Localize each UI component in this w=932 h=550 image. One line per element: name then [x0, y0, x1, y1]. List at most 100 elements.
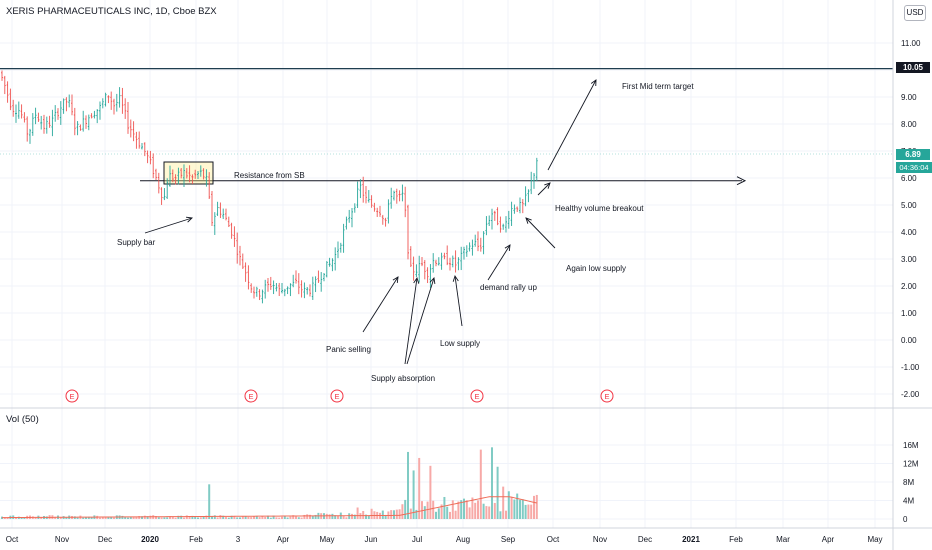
annotation-supply-bar: Supply bar: [117, 238, 156, 247]
earnings-marker-circle: [244, 389, 258, 403]
volume-bars: [1, 447, 538, 519]
earnings-marker-label: E: [248, 392, 253, 401]
volume-bar: [292, 515, 295, 519]
volume-bar: [20, 517, 23, 519]
time-tick-label: Dec: [638, 535, 652, 544]
volume-bar: [255, 516, 258, 519]
volume-bar: [275, 517, 278, 519]
volume-moving-average: [1, 496, 537, 519]
volume-bar: [185, 515, 188, 519]
last-price-tag: 6.89: [896, 149, 930, 160]
arrow-absorption-2-head: [429, 277, 436, 285]
arrow-again-low-supply-head: [525, 217, 532, 224]
volume-bar: [230, 515, 233, 519]
volume-bar: [211, 516, 213, 519]
volume-bar: [398, 509, 401, 519]
volume-bar: [261, 515, 264, 519]
volume-bar: [513, 499, 516, 519]
earnings-marker-label: E: [334, 392, 339, 401]
volume-bar: [149, 515, 152, 519]
volume-bar: [169, 516, 171, 519]
earnings-marker-circle: [330, 389, 344, 403]
volume-bar: [454, 510, 457, 519]
volume-bar: [166, 517, 169, 519]
volume-bar: [499, 511, 502, 519]
arrow-panic-selling-head: [392, 276, 399, 284]
volume-bar: [107, 517, 110, 519]
arrow-first-target: [547, 79, 597, 171]
volume-bar: [465, 500, 468, 519]
volume-bar: [407, 451, 409, 519]
volume-bar: [334, 515, 337, 519]
volume-bar: [423, 506, 426, 519]
volume-bar: [23, 516, 26, 519]
arrow-absorption-2: [406, 277, 435, 365]
volume-bar: [381, 510, 384, 519]
volume-bar: [485, 506, 488, 519]
volume-bar: [202, 516, 205, 519]
time-tick-label: Mar: [776, 535, 790, 544]
currency-button[interactable]: USD: [904, 5, 926, 21]
price-tick-label: 3.00: [901, 255, 917, 264]
volume-bar: [225, 517, 227, 519]
volume-bar: [491, 447, 493, 519]
volume-bar: [141, 516, 143, 519]
time-tick-label: Jun: [365, 535, 378, 544]
arrow-supply-bar-head: [185, 216, 193, 223]
volume-bar: [34, 517, 37, 519]
price-tick-label: 1.00: [901, 309, 917, 318]
volume-bar: [253, 516, 255, 519]
volume-bar: [505, 510, 507, 519]
volume-tick-label: 16M: [903, 441, 919, 450]
volume-bar: [306, 514, 309, 519]
grid-lines: [0, 0, 893, 528]
volume-bar: [468, 507, 471, 519]
price-tick-label: 5.00: [901, 201, 917, 210]
volume-bar: [474, 502, 477, 519]
time-tick-label: Oct: [547, 535, 560, 544]
volume-bar: [90, 517, 93, 519]
volume-bar: [516, 493, 519, 519]
earnings-marker-label: E: [69, 392, 74, 401]
volume-bar: [121, 515, 124, 519]
volume-bar: [208, 484, 211, 519]
volume-bar: [132, 517, 135, 519]
volume-bar: [163, 517, 166, 519]
volume-bar: [143, 515, 146, 519]
volume-bar: [365, 514, 367, 519]
arrow-panic-selling: [362, 276, 399, 333]
volume-bar: [244, 516, 247, 519]
arrow-again-low-supply: [525, 217, 556, 249]
volume-bar: [124, 516, 127, 519]
chart-title: XERIS PHARMACEUTICALS INC, 1D, Cboe BZX: [6, 6, 217, 17]
volume-bar: [530, 504, 533, 519]
annotation-first-target: First Mid term target: [622, 82, 694, 91]
volume-bar: [449, 511, 451, 519]
volume-bar: [269, 517, 272, 519]
volume-bar: [59, 517, 62, 519]
arrow-breakout-head: [544, 182, 551, 189]
volume-bar: [278, 517, 281, 519]
volume-bar: [3, 517, 6, 519]
volume-bar: [155, 516, 157, 519]
volume-bar: [135, 517, 138, 519]
volume-bar: [463, 498, 465, 519]
volume-bar: [311, 515, 314, 519]
time-tick-label: 2020: [141, 535, 159, 544]
volume-bar: [435, 511, 437, 519]
volume-bar: [160, 517, 163, 519]
annotation-low-supply: Low supply: [440, 339, 481, 348]
volume-bar: [258, 517, 261, 519]
volume-bar: [267, 515, 269, 519]
volume-bar: [524, 504, 527, 519]
volume-bar: [283, 515, 286, 519]
price-tick-label: 8.00: [901, 120, 917, 129]
volume-bar: [113, 517, 115, 519]
volume-bar: [328, 514, 331, 519]
volume-bar: [479, 449, 482, 519]
volume-bar: [85, 516, 87, 519]
volume-bar: [418, 457, 421, 519]
annotation-healthy-breakout: Healthy volume breakout: [555, 204, 644, 213]
